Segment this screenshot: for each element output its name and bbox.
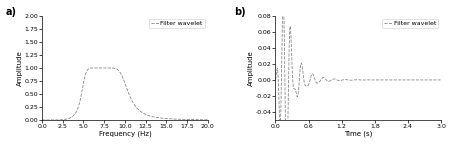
- Filter wavelet: [62, 119, 67, 120]
- Filter wavelet: [193, 119, 199, 121]
- Filter wavelet: [273, 77, 279, 79]
- Filter wavelet: [76, 104, 82, 106]
- X-axis label: Time (s): Time (s): [344, 131, 372, 137]
- Filter wavelet: [438, 79, 443, 81]
- Filter wavelet: [289, 119, 294, 121]
- Filter wavelet: [273, 79, 278, 80]
- Filter wavelet: [381, 119, 386, 121]
- Line: Filter wavelet: Filter wavelet: [42, 68, 453, 120]
- Filter wavelet: [372, 79, 377, 81]
- Filter wavelet: [424, 79, 429, 81]
- Text: a): a): [5, 7, 17, 17]
- Filter wavelet: [371, 79, 377, 81]
- Filter wavelet: [375, 79, 381, 81]
- X-axis label: Frequency (Hz): Frequency (Hz): [99, 131, 151, 137]
- Y-axis label: Amplitude: Amplitude: [248, 50, 254, 86]
- Y-axis label: Amplitude: Amplitude: [17, 50, 23, 86]
- Legend: Filter wavelet: Filter wavelet: [382, 19, 438, 28]
- Filter wavelet: [99, 67, 104, 69]
- Line: Filter wavelet: Filter wavelet: [275, 0, 441, 144]
- Text: b): b): [234, 7, 246, 17]
- Legend: Filter wavelet: Filter wavelet: [149, 19, 205, 28]
- Filter wavelet: [48, 119, 54, 121]
- Filter wavelet: [413, 79, 419, 81]
- Filter wavelet: [39, 119, 45, 121]
